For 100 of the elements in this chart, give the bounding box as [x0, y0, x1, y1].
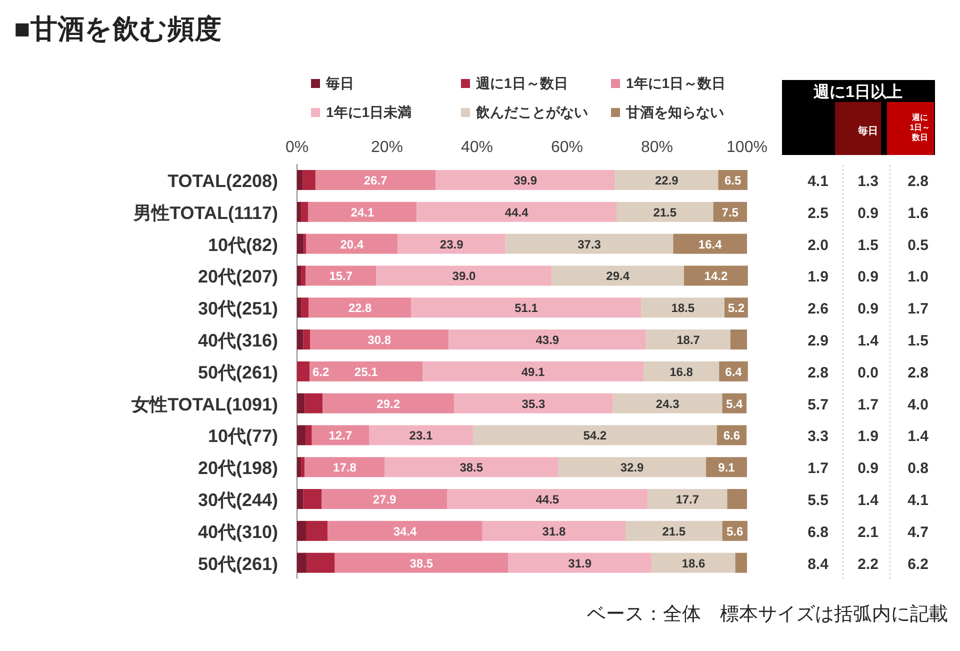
bar: [297, 202, 302, 222]
bar: [297, 393, 305, 414]
text: 週に1日～数日: [910, 113, 930, 142]
y-tick-label: 30代(244): [198, 490, 278, 510]
bar: [552, 266, 684, 286]
legend-label: 1年に1日～数日: [626, 75, 726, 91]
bar: [448, 330, 646, 350]
bar: [301, 266, 306, 286]
data-label: 32.9: [620, 460, 644, 475]
text: 2.0: [808, 236, 828, 254]
bar: [447, 489, 648, 509]
data-label: 2.1: [858, 524, 878, 541]
bar: [306, 552, 335, 573]
legend-label: 飲んだことがない: [475, 104, 588, 120]
data-label: 0.8: [908, 460, 928, 478]
y-tick-label: 50代(261): [198, 554, 278, 574]
bar: [297, 266, 302, 286]
bar: [646, 330, 730, 350]
y-tick-label: 女性TOTAL(1091): [130, 394, 278, 414]
text: 4.1: [808, 173, 828, 190]
bar: [297, 520, 306, 541]
data-label: 1.5: [858, 236, 878, 254]
data-label: 23.9: [440, 237, 464, 252]
data-label: 30.8: [368, 333, 392, 347]
data-label: 35.3: [522, 396, 546, 411]
bar: [297, 457, 302, 478]
data-label: 20.4: [340, 237, 364, 252]
bar: [508, 552, 652, 573]
bar: [297, 552, 307, 573]
data-label: 38.5: [410, 556, 434, 570]
data-label: 22.8: [348, 301, 372, 316]
bar: [302, 170, 316, 190]
bar: [454, 393, 613, 414]
legend-label: 週に1日～数日: [475, 75, 568, 91]
bar: [369, 425, 473, 446]
y-tick-label: 10代(77): [208, 426, 278, 446]
bar: [310, 361, 423, 382]
text: 週に1日以上: [812, 83, 902, 101]
data-label: 23.1: [409, 428, 433, 443]
data-label: 17.8: [333, 460, 357, 475]
data-label: 44.5: [536, 492, 560, 506]
text: 毎日: [858, 126, 878, 137]
data-label: 21.5: [653, 205, 677, 220]
data-label: 31.9: [568, 556, 592, 570]
data-label: 15.7: [329, 269, 353, 284]
data-label: 0.5: [908, 236, 928, 254]
bar: [384, 457, 558, 478]
data-label: 2.8: [908, 173, 928, 190]
data-label: 16.8: [670, 364, 694, 379]
data-label: 0.9: [858, 300, 878, 318]
data-label: 37.3: [578, 237, 602, 252]
annotation: 6.2: [312, 364, 330, 379]
bar: [297, 170, 303, 190]
y-tick-label: 男性TOTAL(1117): [132, 202, 278, 223]
bar: [558, 457, 706, 478]
data-label: 29.4: [606, 269, 630, 284]
bar: [411, 298, 642, 318]
bar: [615, 170, 718, 190]
text: 1.7: [808, 460, 828, 478]
bar: [505, 234, 674, 254]
data-label: 24.3: [656, 396, 680, 411]
data-label: 29.2: [376, 396, 400, 411]
bar: [706, 457, 747, 478]
data-label: 5.2: [728, 301, 745, 316]
bar: [306, 266, 376, 286]
data-label: 0.9: [858, 460, 878, 478]
data-label: 1.3: [858, 173, 878, 190]
text: 2.9: [808, 332, 828, 350]
bar: [301, 457, 305, 478]
bar: [306, 234, 398, 254]
bar: [652, 552, 736, 573]
data-label: 14.2: [704, 269, 728, 284]
bar: [626, 520, 722, 541]
y-tick-label: 10代(82): [208, 234, 278, 255]
bar: [304, 457, 385, 478]
bar: [641, 298, 724, 318]
bar: [616, 202, 714, 222]
bar: [416, 202, 616, 222]
data-label: 6.2: [908, 556, 928, 573]
data-label: 1.4: [858, 332, 880, 350]
text: 2.8: [808, 364, 828, 382]
data-label: 4.0: [908, 396, 928, 414]
bar: [730, 330, 747, 350]
data-label: 16.4: [698, 237, 722, 252]
text: 5.7: [808, 396, 828, 414]
text: 6.8: [808, 524, 828, 541]
data-label: 1.9: [858, 428, 878, 446]
text: 5.5: [808, 492, 828, 509]
bar: [306, 520, 328, 541]
bar: [482, 520, 626, 541]
data-label: 18.5: [671, 301, 695, 316]
data-label: 5.4: [726, 396, 744, 411]
text: 1.9: [808, 268, 828, 286]
data-label: 1.7: [858, 396, 878, 414]
data-label: 43.9: [536, 333, 560, 347]
x-tick-label: 20%: [370, 139, 404, 156]
data-label: 0.0: [858, 364, 878, 382]
data-label: 6.6: [723, 428, 740, 443]
data-label: 22.9: [654, 174, 679, 188]
text: 3.3: [808, 428, 828, 446]
